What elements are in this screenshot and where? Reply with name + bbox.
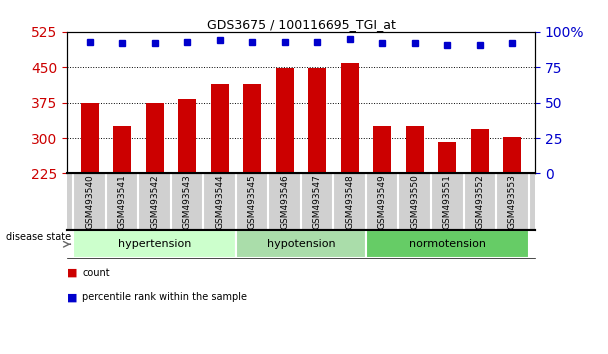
Bar [74, 230, 236, 258]
Bar [373, 126, 391, 173]
Text: GSM493545: GSM493545 [247, 175, 257, 229]
Text: GSM493551: GSM493551 [443, 174, 452, 229]
Text: GSM493553: GSM493553 [508, 174, 517, 229]
Bar [178, 99, 196, 173]
Text: disease state: disease state [6, 232, 71, 242]
Bar [81, 103, 98, 173]
Text: GSM493547: GSM493547 [313, 175, 322, 229]
Bar [308, 68, 326, 173]
Bar [366, 230, 528, 258]
Text: GSM493546: GSM493546 [280, 175, 289, 229]
Bar [211, 84, 229, 173]
Text: GSM493543: GSM493543 [182, 175, 192, 229]
Bar [503, 137, 521, 173]
Bar [236, 230, 366, 258]
Text: normotension: normotension [409, 239, 486, 249]
Text: GSM493542: GSM493542 [150, 175, 159, 229]
Text: GSM493549: GSM493549 [378, 175, 387, 229]
Bar [146, 103, 164, 173]
Text: GSM493541: GSM493541 [118, 175, 126, 229]
Bar [341, 63, 359, 173]
Title: GDS3675 / 100116695_TGI_at: GDS3675 / 100116695_TGI_at [207, 18, 395, 31]
Bar [113, 126, 131, 173]
Bar [243, 84, 261, 173]
Text: GSM493548: GSM493548 [345, 175, 354, 229]
Bar [471, 129, 489, 173]
Bar [438, 142, 456, 173]
Text: hypertension: hypertension [118, 239, 192, 249]
Text: GSM493552: GSM493552 [475, 175, 484, 229]
Bar [406, 126, 424, 173]
Text: ■: ■ [67, 268, 77, 278]
Text: GSM493550: GSM493550 [410, 174, 420, 229]
Text: hypotension: hypotension [267, 239, 335, 249]
Text: count: count [82, 268, 109, 278]
Bar [276, 68, 294, 173]
Text: ■: ■ [67, 292, 77, 302]
Text: GSM493544: GSM493544 [215, 175, 224, 229]
Text: percentile rank within the sample: percentile rank within the sample [82, 292, 247, 302]
Text: GSM493540: GSM493540 [85, 175, 94, 229]
